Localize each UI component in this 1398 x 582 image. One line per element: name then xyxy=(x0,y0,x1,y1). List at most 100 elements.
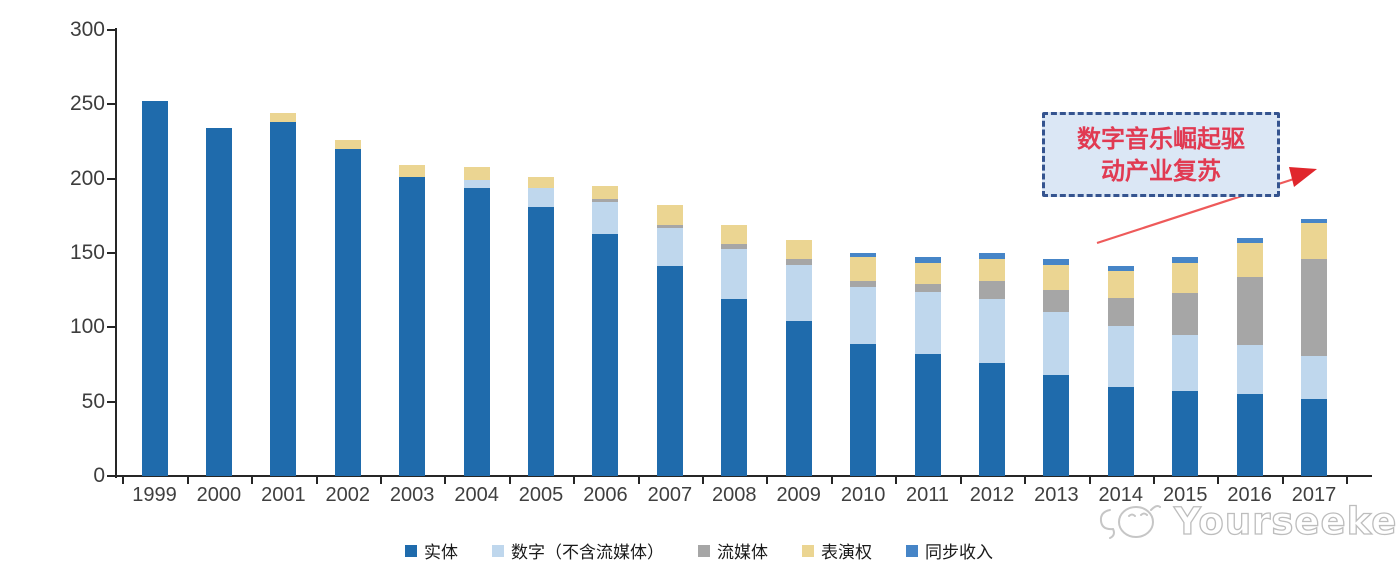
bar-segment xyxy=(978,362,1005,476)
x-axis-tick xyxy=(766,477,769,484)
annotation-text-line1: 数字音乐崛起驱 xyxy=(1077,123,1245,153)
bar-segment xyxy=(721,244,748,249)
bar-segment xyxy=(399,177,426,476)
x-axis-tick xyxy=(895,477,898,484)
x-axis-label: 2008 xyxy=(712,484,757,506)
bar-segment xyxy=(1236,276,1263,346)
x-axis-tick xyxy=(959,477,962,484)
legend-item: 实体 xyxy=(405,538,458,563)
y-axis-tick xyxy=(107,326,116,329)
bar-column-1999 xyxy=(141,101,168,476)
bar-column-2013 xyxy=(1043,258,1070,476)
bar-segment xyxy=(592,186,619,200)
x-axis-label: 2017 xyxy=(1291,484,1337,506)
legend-swatch-icon xyxy=(405,544,417,557)
y-axis-tick xyxy=(107,252,116,254)
bar-segment xyxy=(1107,325,1134,387)
bar-segment xyxy=(850,343,877,476)
x-axis-label: 2016 xyxy=(1227,484,1272,506)
x-axis-tick xyxy=(186,477,189,484)
x-axis-tick xyxy=(1024,477,1027,484)
bar-column-2017 xyxy=(1301,218,1328,476)
y-axis-label: 300 xyxy=(69,18,105,41)
bar-segment xyxy=(1107,270,1134,298)
x-axis-tick xyxy=(637,477,640,484)
bar-segment xyxy=(205,128,232,476)
y-axis-tick xyxy=(107,475,116,477)
bar-segment xyxy=(334,148,361,476)
bar-column-2003 xyxy=(399,165,426,476)
legend-item: 流媒体 xyxy=(698,538,768,563)
bar-segment xyxy=(1236,345,1263,395)
y-axis-label: 0 xyxy=(93,464,105,487)
legend-item: 数字（不含流媒体） xyxy=(492,538,664,563)
x-axis-tick xyxy=(1217,477,1220,484)
x-axis-tick xyxy=(1346,477,1349,484)
bar-column-2014 xyxy=(1107,266,1134,476)
bar-segment xyxy=(1301,223,1328,259)
bar-segment xyxy=(1107,266,1134,271)
bar-segment xyxy=(914,257,941,264)
y-axis-label: 50 xyxy=(81,389,105,413)
x-axis-label: 2003 xyxy=(389,484,435,506)
bar-segment xyxy=(978,253,1005,259)
bar-segment xyxy=(850,287,877,344)
bar-segment xyxy=(721,224,748,245)
bar-segment xyxy=(1301,355,1328,399)
bar-segment xyxy=(528,177,555,188)
bar-segment xyxy=(270,113,297,123)
annotation-text-line2: 动产业复苏 xyxy=(1101,155,1221,185)
bar-column-2016 xyxy=(1236,238,1263,476)
bar-segment xyxy=(656,266,683,476)
legend-swatch-icon xyxy=(698,544,710,557)
bar-column-2008 xyxy=(721,224,748,476)
bar-column-2010 xyxy=(850,253,877,476)
bar-segment xyxy=(1043,290,1070,313)
bar-segment xyxy=(978,281,1005,300)
bar-column-2009 xyxy=(785,239,812,476)
x-axis-label: 2002 xyxy=(325,484,371,506)
x-axis-label: 2013 xyxy=(1034,484,1079,506)
x-axis-label: 2010 xyxy=(840,484,886,506)
x-axis-tick xyxy=(315,477,318,484)
annotation-callout: 数字音乐崛起驱 动产业复苏 xyxy=(1042,112,1280,197)
x-axis-tick xyxy=(1153,477,1155,484)
bar-segment xyxy=(850,257,877,282)
bar-segment xyxy=(914,263,941,285)
y-axis-label: 150 xyxy=(69,241,105,264)
x-axis-tick xyxy=(508,477,511,484)
x-axis-tick xyxy=(122,477,125,484)
bar-segment xyxy=(528,187,555,207)
bar-segment xyxy=(141,101,168,476)
x-axis-label: 2000 xyxy=(196,484,242,506)
bar-segment xyxy=(592,199,619,203)
x-axis-label: 1999 xyxy=(132,484,177,506)
bar-segment xyxy=(1236,394,1263,476)
bar-column-2007 xyxy=(656,205,683,476)
x-axis-label: 2007 xyxy=(647,484,693,506)
bar-segment xyxy=(463,166,490,181)
legend-label: 表演权 xyxy=(821,543,872,563)
bar-segment xyxy=(978,258,1005,282)
bar-segment xyxy=(850,253,877,258)
x-axis-tick xyxy=(1088,477,1091,484)
bar-segment xyxy=(528,206,555,476)
y-axis-label: 250 xyxy=(69,92,105,116)
bar-segment xyxy=(1043,312,1070,375)
bar-segment xyxy=(721,248,748,300)
legend: 实体 数字（不含流媒体） 流媒体 表演权 同步收入 xyxy=(0,538,1398,563)
bar-segment xyxy=(721,299,748,476)
bar-segment xyxy=(978,299,1005,363)
bar-segment xyxy=(399,165,426,178)
bar-segment xyxy=(785,321,812,476)
bar-segment xyxy=(1043,264,1070,291)
x-axis-tick xyxy=(702,477,705,484)
bar-column-2005 xyxy=(528,177,555,476)
legend-item: 表演权 xyxy=(802,538,872,563)
x-axis-label: 2006 xyxy=(583,484,628,506)
bar-segment xyxy=(1172,257,1199,264)
x-axis-tick xyxy=(444,477,447,484)
bar-column-2004 xyxy=(463,166,490,476)
bar-column-2002 xyxy=(334,140,361,476)
